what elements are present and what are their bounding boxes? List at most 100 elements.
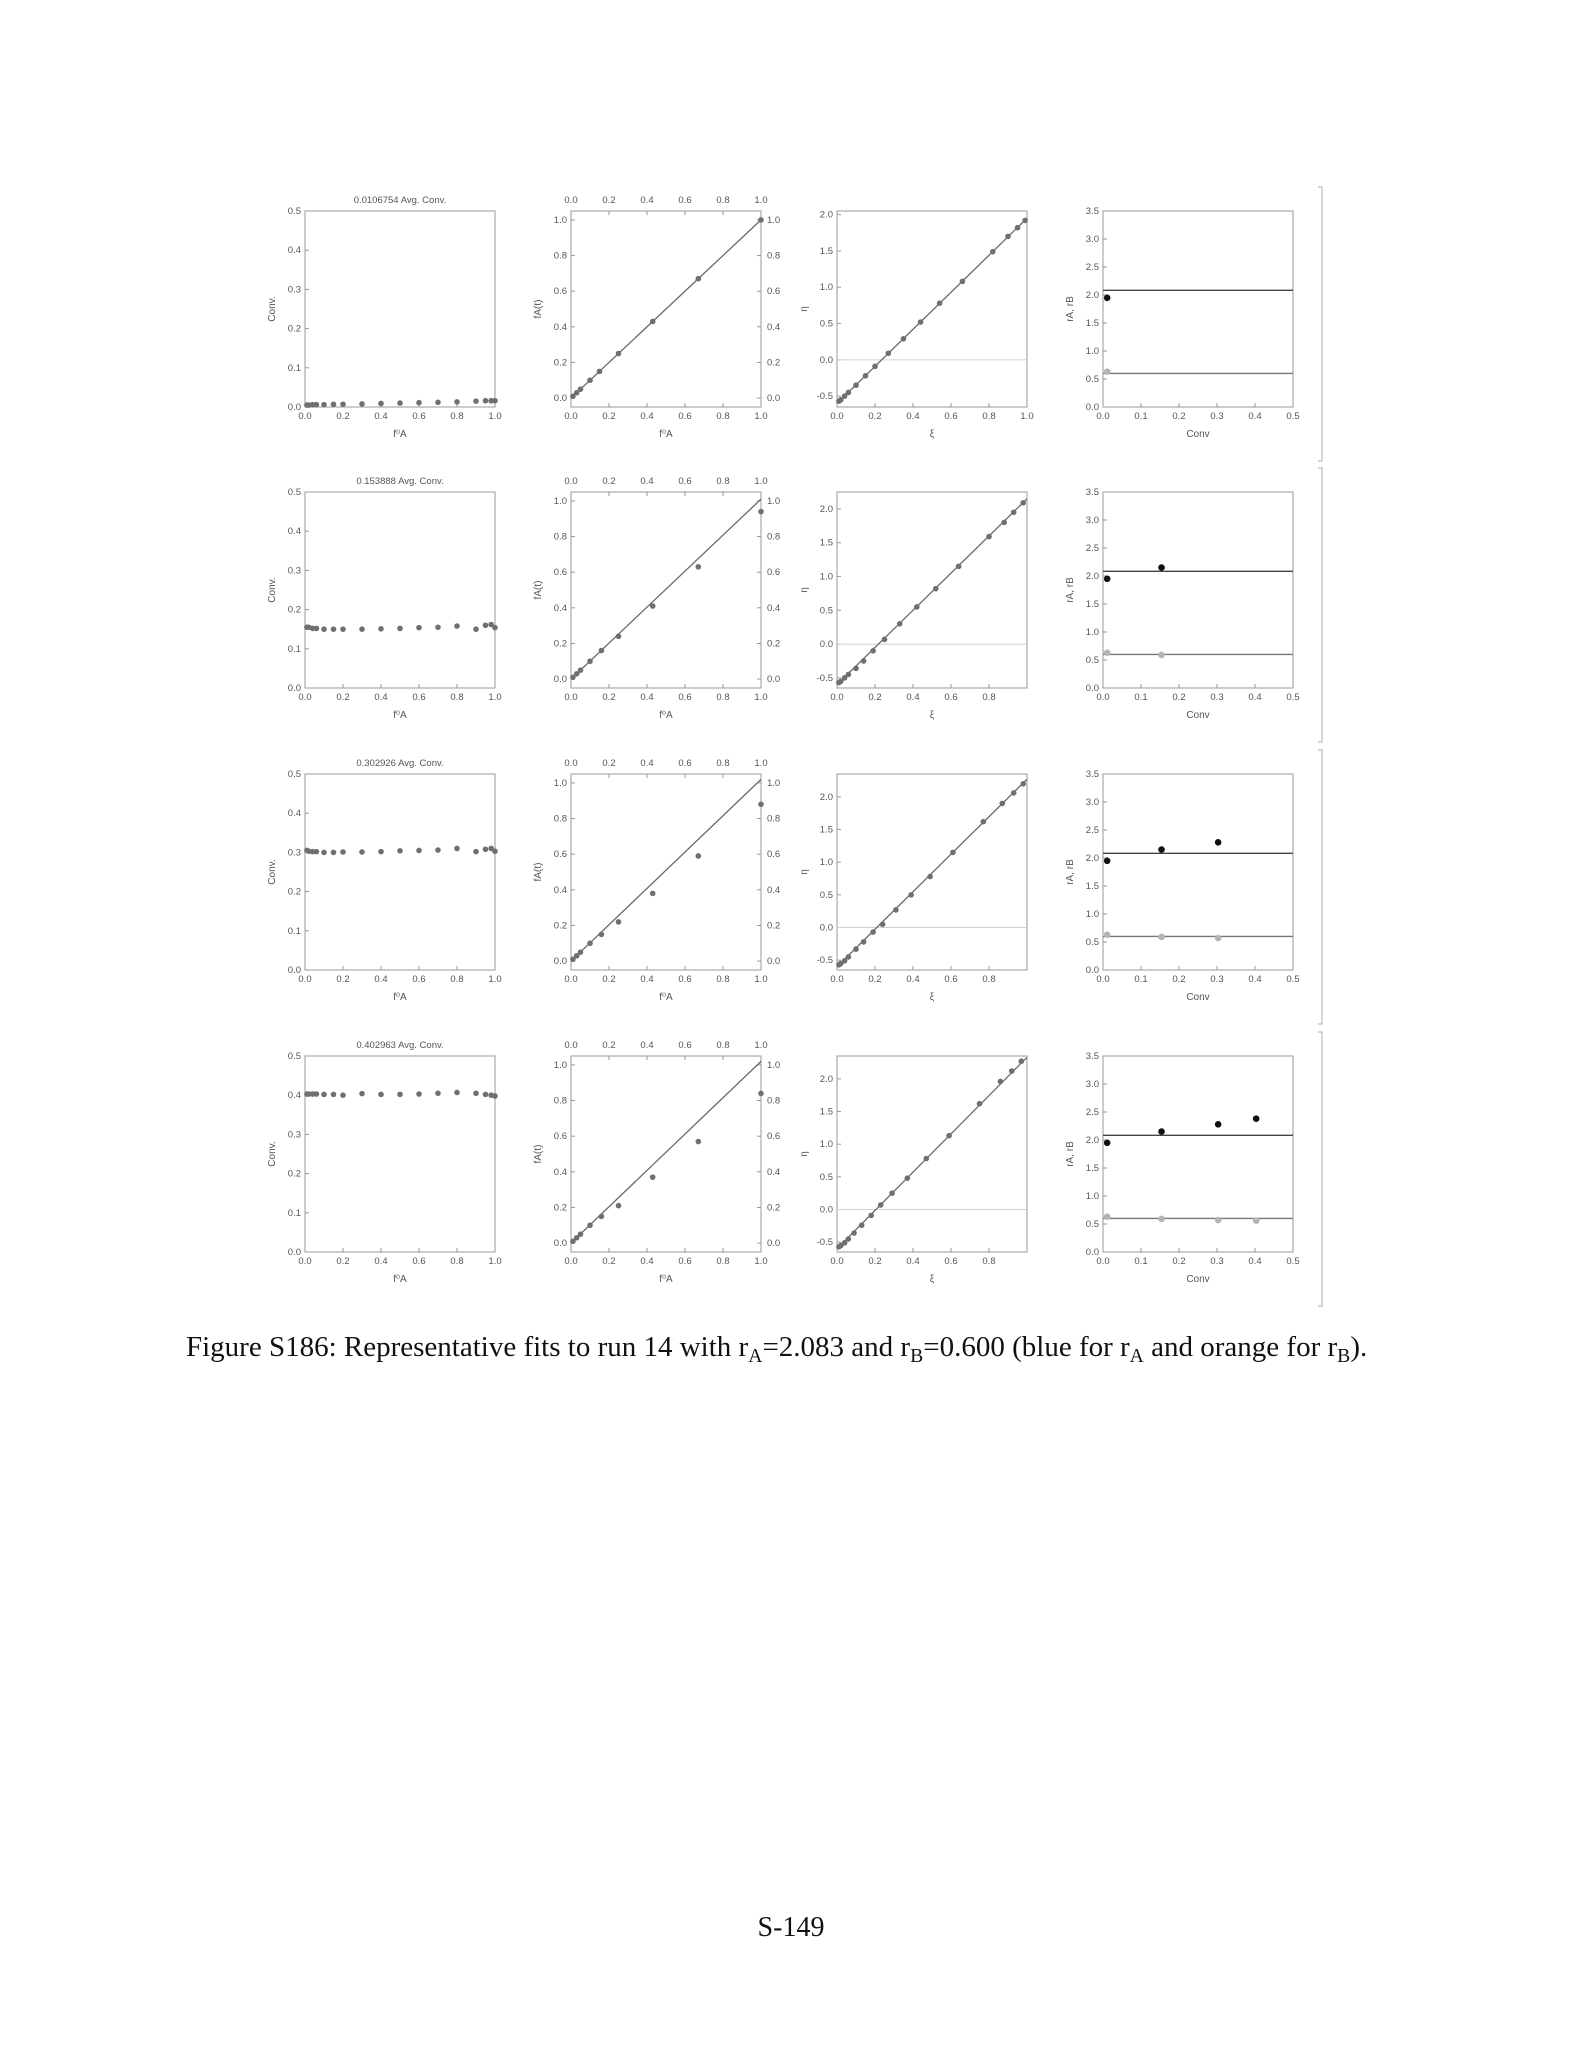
- data-point: [397, 625, 403, 632]
- y-tick-label: 0.5: [1086, 374, 1099, 385]
- x-tick-label: 0.0: [1096, 692, 1109, 703]
- x-tick-label: 1.0: [754, 411, 767, 422]
- y-tick-label: 0.4: [554, 603, 567, 614]
- data-point: [615, 633, 622, 640]
- y-tick-label: 0.4: [288, 245, 301, 256]
- y-tick-label: 0.8: [554, 1096, 567, 1107]
- x-tick-label: 0.6: [678, 692, 691, 703]
- data-point: [378, 1091, 384, 1098]
- data-point: [649, 603, 656, 609]
- data-point: [397, 400, 403, 406]
- rA-point: [1158, 846, 1165, 853]
- y-axis-label: rA, rB: [1065, 859, 1076, 885]
- data-point: [473, 848, 479, 855]
- x-axis-label: Conv: [1186, 710, 1209, 721]
- y-tick-label: 2.5: [1086, 825, 1099, 836]
- x-tick-label: 0.4: [374, 974, 387, 985]
- x-axis-label: f⁰A: [659, 710, 673, 721]
- y-tick-label-right: 0.2: [767, 357, 780, 368]
- data-point: [917, 319, 924, 325]
- chart-panel-r2c1: 0.153888 Avg. Conv. 0.0 0.2 0.4 0.6 0.8 1.0 0.0…: [267, 476, 502, 721]
- y-tick-label: 0.0: [554, 956, 567, 967]
- data-point: [955, 563, 962, 570]
- x-tick-label: 0.6: [944, 411, 957, 422]
- data-point: [838, 396, 844, 403]
- data-point: [870, 929, 876, 935]
- y-tick-label: 0.0: [820, 1205, 833, 1216]
- data-point: [435, 1090, 441, 1097]
- y-tick-label: 0.6: [554, 567, 567, 578]
- x-tick-label: 0.6: [678, 411, 691, 422]
- data-point: [570, 674, 576, 681]
- data-point: [573, 952, 580, 959]
- y-axis-label: η: [799, 1151, 810, 1157]
- x-tick-label: 0.8: [450, 692, 463, 703]
- x-tick-label: 0.2: [868, 974, 881, 985]
- x-tick-label-top: 0.8: [716, 195, 729, 206]
- y-axis-label: Conv.: [267, 577, 278, 602]
- chart-panel-r1c2: 0.00.00.20.20.40.40.60.60.80.81.01.00.0 0…: [533, 195, 780, 440]
- rB-point: [1103, 649, 1111, 657]
- y-tick-label: 0.0: [1086, 683, 1099, 694]
- x-tick-label: 0.2: [336, 692, 349, 703]
- y-tick-label: 0.2: [288, 887, 301, 898]
- data-point: [845, 671, 852, 678]
- data-point: [587, 377, 593, 384]
- x-tick-label: 0.4: [640, 1256, 653, 1267]
- chart-title: 0.0106754 Avg. Conv.: [354, 195, 447, 206]
- x-tick-label-top: 0.4: [640, 1040, 653, 1051]
- data-point: [340, 849, 346, 855]
- data-point: [615, 919, 622, 925]
- data-point: [378, 626, 384, 632]
- data-point: [573, 670, 580, 677]
- x-tick-label: 1.0: [488, 411, 501, 422]
- data-point: [330, 849, 337, 856]
- chart-panel-r2c2: 0.00.00.20.20.40.40.60.60.80.81.01.00.0 0…: [533, 476, 780, 721]
- x-tick-label: 0.0: [298, 1256, 311, 1267]
- x-tick-label-top: 0.0: [564, 195, 577, 206]
- data-point: [570, 956, 576, 963]
- data-point: [454, 399, 460, 405]
- rA-point: [1158, 564, 1165, 571]
- y-tick-label: 3.0: [1086, 234, 1099, 245]
- data-point: [868, 1212, 874, 1219]
- data-point: [877, 1202, 884, 1208]
- y-tick-label-right: 0.8: [767, 1096, 780, 1107]
- x-tick-label-top: 1.0: [754, 476, 767, 487]
- y-tick-label: 0.8: [554, 532, 567, 543]
- data-point: [923, 1155, 930, 1162]
- y-tick-label: 0.4: [288, 1090, 301, 1101]
- plot-frame: [304, 773, 496, 971]
- y-tick-label: 0.5: [820, 605, 833, 616]
- y-tick-label: 1.5: [1086, 318, 1099, 329]
- caption-sub-1: A: [748, 1344, 763, 1367]
- plot-frame: [836, 491, 1028, 689]
- chart-title: 0.302926 Avg. Conv.: [356, 758, 443, 769]
- x-tick-label: 1.0: [754, 974, 767, 985]
- x-tick-label: 0.8: [716, 411, 729, 422]
- data-point: [598, 1213, 605, 1220]
- row-bracket: [1318, 749, 1323, 1025]
- caption-label: Figure S186:: [186, 1331, 337, 1363]
- rA-point: [1214, 1121, 1222, 1128]
- data-point: [904, 1175, 911, 1181]
- data-point: [914, 604, 920, 610]
- data-point: [927, 873, 933, 880]
- rB-point: [1103, 931, 1111, 939]
- x-tick-label: 0.4: [374, 411, 387, 422]
- chart-panel-r3c3: 0.0 0.2 0.4 0.6 0.8 -0.5 0.0 0.5 1.0 1.5 2.0 ξ η: [799, 773, 1028, 1003]
- data-point: [1010, 509, 1017, 516]
- y-axis-label: fA(t): [533, 300, 544, 319]
- plot-frame: [836, 210, 1028, 408]
- x-tick-label-top: 0.2: [602, 1040, 615, 1051]
- data-point: [615, 1202, 622, 1209]
- plot-frame: [1102, 1055, 1294, 1253]
- y-tick-label: 0.6: [554, 1131, 567, 1142]
- x-tick-label: 0.6: [944, 1256, 957, 1267]
- caption-text-1: Representative fits to run 14 with r: [343, 1331, 749, 1363]
- row-bracket: [1318, 1031, 1323, 1307]
- chart-panel-r3c4: 0.0 0.1 0.2 0.3 0.4 0.5 0.0 0.5 1.0 1.5 2.0 2.5 3.0 3…: [1065, 769, 1300, 1003]
- y-tick-label: 0.0: [1086, 1247, 1099, 1258]
- y-axis-label: fA(t): [533, 1145, 544, 1164]
- x-tick-label-top: 1.0: [754, 195, 767, 206]
